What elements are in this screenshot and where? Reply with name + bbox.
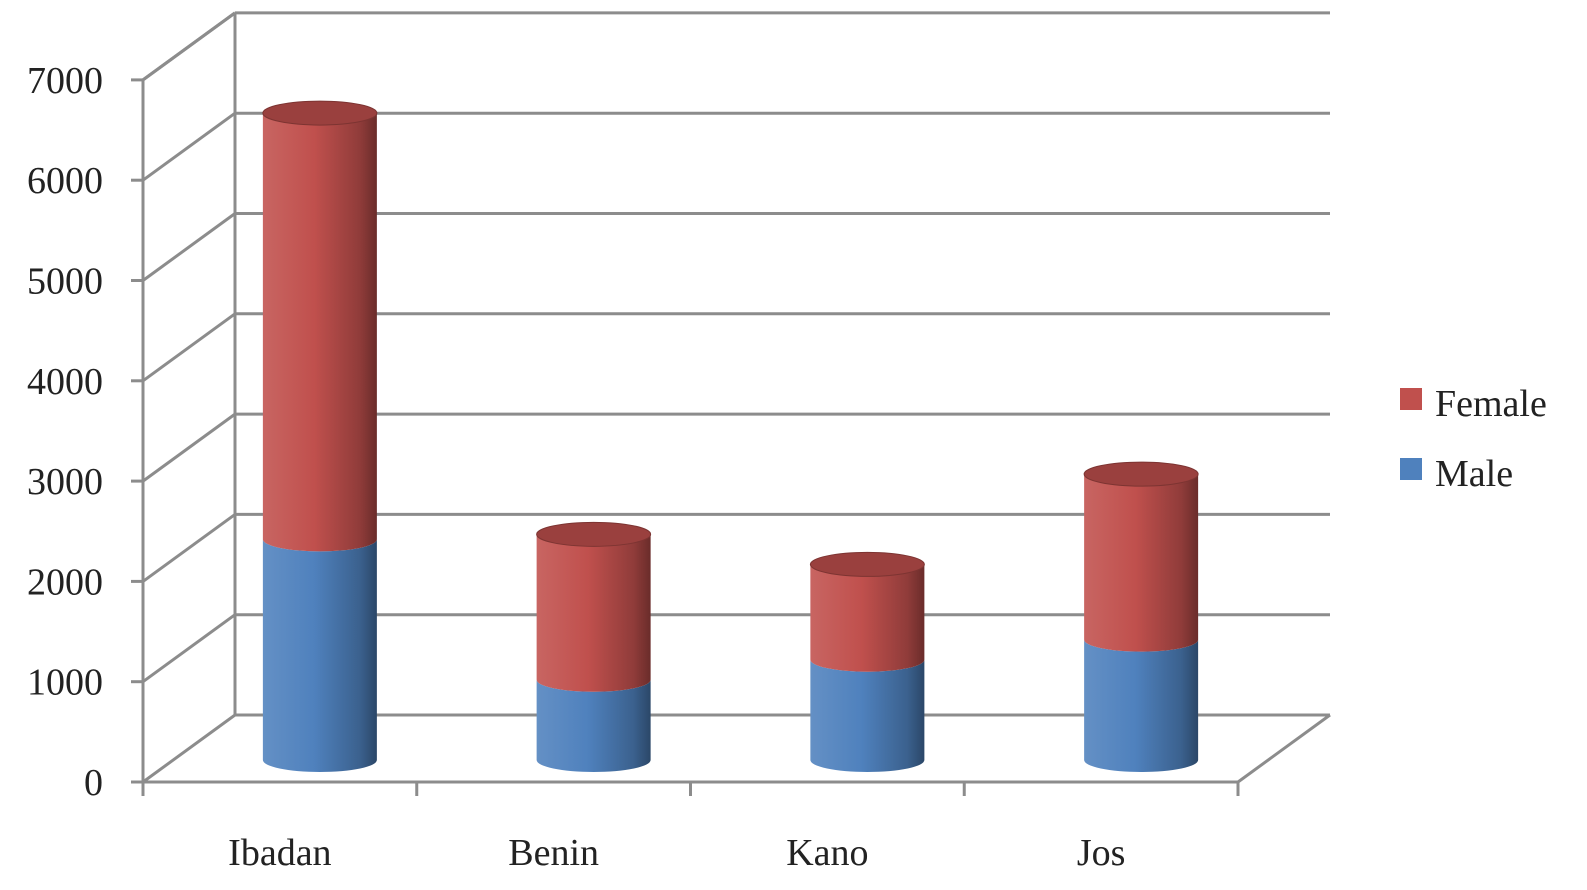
gridlines	[142, 11, 1330, 784]
x-tick-label: Benin	[508, 832, 599, 874]
y-tick-label: 0	[84, 762, 103, 804]
bar-cap-ibadan	[262, 100, 378, 126]
gridline-diagonal	[142, 613, 236, 683]
x-tick-labels: Ibadan Benin Kano Jos	[228, 832, 1125, 874]
bar-female-benin	[536, 534, 651, 692]
gridline-diagonal	[142, 11, 236, 82]
bar-male-benin	[536, 679, 651, 772]
y-tick-label: 6000	[27, 160, 103, 202]
x-tick-label: Kano	[786, 832, 868, 874]
y-tick-label: 3000	[27, 461, 103, 503]
y-tick-label: 7000	[27, 60, 103, 102]
bar-cap-benin	[536, 521, 652, 547]
bar-cap-jos	[1083, 461, 1199, 487]
legend-label-female: Female	[1435, 383, 1547, 425]
bar-female-kano	[810, 564, 925, 672]
legend-swatch-male	[1400, 458, 1422, 480]
gridline-diagonal	[142, 513, 236, 583]
axes	[131, 78, 1240, 796]
bar-male-ibadan	[262, 539, 377, 772]
bar-male-jos	[1084, 639, 1199, 772]
y-tick-labels: 0 1000 2000 3000 4000 5000 6000 7000	[27, 60, 103, 804]
x-tick-label: Ibadan	[228, 832, 331, 874]
bars	[262, 100, 1199, 772]
bar-female-ibadan	[262, 113, 377, 552]
legend-label-male: Male	[1435, 453, 1513, 495]
bar-cap-kano	[809, 551, 925, 577]
y-tick-label: 5000	[27, 261, 103, 303]
bar-male-kano	[810, 659, 925, 772]
gridline-diagonal	[142, 713, 236, 784]
y-tick-label: 2000	[27, 561, 103, 603]
legend: Female Male	[1400, 383, 1547, 495]
bar-female-jos	[1084, 474, 1199, 652]
y-tick-label: 1000	[27, 662, 103, 704]
y-tick-label: 4000	[27, 361, 103, 403]
gridline-diagonal	[142, 312, 236, 383]
legend-swatch-female	[1400, 388, 1422, 410]
gridline-diagonal	[142, 212, 236, 282]
gridline-diagonal	[142, 412, 236, 483]
gridline-diagonal	[142, 111, 236, 182]
floor-right-edge	[1237, 713, 1331, 784]
x-tick-label: Jos	[1077, 832, 1126, 874]
